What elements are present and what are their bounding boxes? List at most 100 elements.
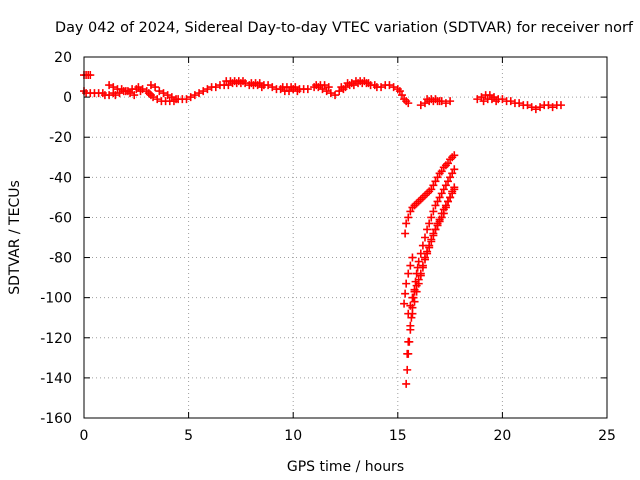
data-point [441,203,450,212]
y-tick-label: -20 [49,130,72,146]
data-point [548,103,557,112]
data-point [182,95,191,104]
data-point [427,185,436,194]
data-point [326,89,335,98]
x-tick-label: 15 [389,428,407,444]
data-point [224,81,233,90]
data-point [435,193,444,202]
data-point [515,99,524,108]
data-point [423,247,432,256]
data-point [190,91,199,100]
data-point [402,279,411,288]
data-point [268,83,277,92]
data-point [441,181,450,190]
data-point [506,97,515,106]
data-point [186,93,195,102]
data-point [531,105,540,114]
data-point [138,85,147,94]
chart-title: Day 042 of 2024, Sidereal Day-to-day VTE… [55,20,634,36]
data-point [320,81,329,90]
data-point [431,225,440,234]
data-point [406,207,415,216]
data-point [431,177,440,186]
data-point [364,79,373,88]
data-point [448,187,457,196]
data-point [412,281,421,290]
data-point [536,103,545,112]
y-tick-label: -120 [40,331,72,347]
data-point [410,287,419,296]
data-point [444,177,453,186]
data-point [473,95,482,104]
data-point [418,241,427,250]
data-point [433,221,442,230]
data-point [397,91,406,100]
x-tick-label: 0 [80,428,89,444]
data-point [433,173,442,182]
data-point [425,219,434,228]
data-point [404,269,413,278]
x-tick-label: 20 [493,428,511,444]
data-point [331,91,340,100]
data-point [385,81,394,90]
data-point [293,87,302,96]
data-point [444,197,453,206]
data-point [425,241,434,250]
data-point [238,77,247,86]
data-point [105,81,114,90]
data-point [255,79,264,88]
data-point [404,213,413,222]
data-point [318,85,327,94]
data-point [527,103,536,112]
data-point [395,87,404,96]
data-point [437,167,446,176]
data-point [414,257,423,266]
data-point [416,249,425,258]
data-point [335,87,344,96]
data-point [389,83,398,92]
data-point [487,95,496,104]
data-point [410,297,419,306]
y-tick-label: 0 [63,90,72,106]
data-point [130,91,139,100]
data-point [377,83,386,92]
data-point [414,275,423,284]
data-point [211,83,220,92]
data-point [446,97,455,106]
data-point [341,83,350,92]
data-point [169,97,178,106]
data-point [155,87,164,96]
data-point [402,379,411,388]
data-point [408,293,417,302]
grid-lines [84,57,607,418]
y-tick-label: 20 [54,50,72,66]
data-point [105,91,114,100]
data-point [444,159,453,168]
data-point [134,83,143,92]
data-point [433,197,442,206]
axis-ticks: 0 5 10 15 20 25 20 0 -20 -40 -60 -80 -100 -120 -140 -16… [40,50,616,444]
data-point [126,89,135,98]
data-point [109,83,118,92]
data-point [195,89,204,98]
data-point [450,165,459,174]
data-point [159,89,168,98]
data-point [347,79,356,88]
y-tick-label: -40 [49,170,72,186]
data-point [544,101,553,110]
data-point [423,225,432,234]
x-tick-label: 10 [284,428,302,444]
data-point [407,313,416,322]
data-point [492,97,501,106]
data-point [439,185,448,194]
data-point [427,213,436,222]
data-point [402,219,411,228]
data-point [448,169,457,178]
data-point [416,269,425,278]
data-point [431,95,440,104]
data-point [477,93,486,102]
data-point [408,253,417,262]
data-point [427,235,436,244]
data-point [420,253,429,262]
